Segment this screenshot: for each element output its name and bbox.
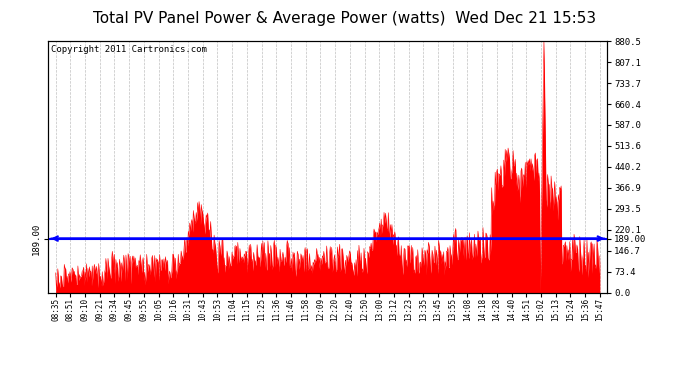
Text: Copyright 2011 Cartronics.com: Copyright 2011 Cartronics.com (51, 45, 207, 54)
Text: Total PV Panel Power & Average Power (watts)  Wed Dec 21 15:53: Total PV Panel Power & Average Power (wa… (93, 11, 597, 26)
